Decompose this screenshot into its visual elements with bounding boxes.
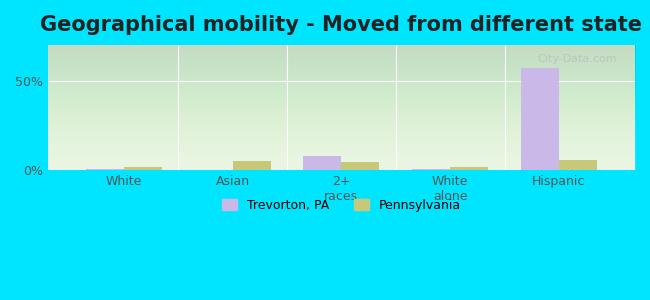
Legend: Trevorton, PA, Pennsylvania: Trevorton, PA, Pennsylvania	[216, 194, 466, 217]
Bar	[86, 169, 124, 170]
Bar	[450, 167, 488, 170]
Bar	[341, 162, 380, 170]
Bar	[521, 68, 559, 170]
Bar	[124, 167, 162, 170]
Bar	[412, 169, 450, 170]
Bar	[304, 156, 341, 170]
Title: Geographical mobility - Moved from different state: Geographical mobility - Moved from diffe…	[40, 15, 642, 35]
Bar	[559, 160, 597, 170]
Text: City-Data.com: City-Data.com	[538, 54, 618, 64]
Bar	[233, 161, 271, 170]
